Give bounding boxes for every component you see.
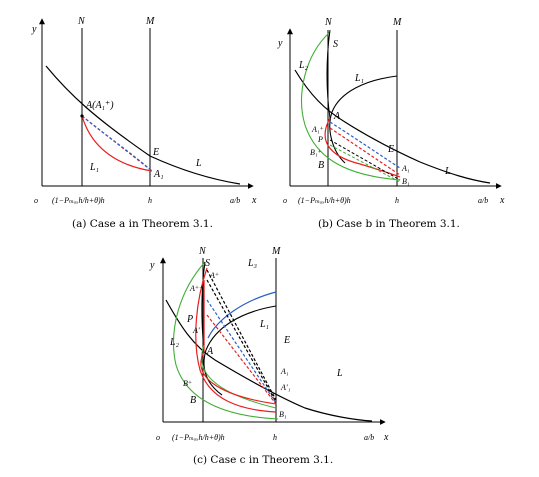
- red-dashed: [329, 127, 401, 176]
- label-a1p: A'₁: [280, 383, 291, 392]
- panel-c: y N M S A⁺ L₃ A⁺⁺ P A' L₁ L₂ E A A₁ A'₁ …: [149, 246, 389, 466]
- x-label: x: [251, 195, 257, 206]
- n-tick-label: (1−Pₘₐₓh/h+θ)h: [298, 196, 351, 205]
- caption-b: (b) Case b in Theorem 3.1.: [318, 218, 460, 230]
- label-a1: A₁: [280, 367, 289, 376]
- x-label: x: [383, 432, 389, 443]
- green-inner: [201, 344, 277, 409]
- black-dashed: [329, 139, 401, 181]
- red-dashed: [206, 314, 277, 405]
- red-inner: [200, 351, 277, 405]
- origin-label: o: [156, 433, 160, 442]
- m-label: M: [145, 16, 155, 27]
- curve-l: [165, 299, 373, 422]
- red-outer: [195, 267, 277, 413]
- label-l2: L₂: [169, 337, 180, 348]
- y-label: y: [277, 38, 283, 49]
- green-dashed: [329, 144, 401, 183]
- curve-l1-blue: [207, 291, 277, 339]
- caption-c: (c) Case c in Theorem 3.1.: [193, 454, 333, 466]
- black-dashed-2: [206, 279, 277, 403]
- label-l1: L₁: [259, 319, 269, 330]
- h-tick-label: h: [273, 433, 277, 442]
- ab-tick-label: a/b: [230, 196, 240, 205]
- label-l1: L₁: [89, 162, 99, 173]
- m-label: M: [392, 17, 402, 28]
- label-e: E: [387, 144, 394, 155]
- caption-a: (a) Case a in Theorem 3.1.: [72, 218, 213, 230]
- h-tick-label: h: [395, 196, 399, 205]
- n-label: N: [77, 16, 86, 27]
- label-l1: L₁: [354, 73, 364, 84]
- label-b: B: [318, 160, 324, 171]
- curve-l1: [329, 75, 398, 164]
- label-e: E: [152, 147, 159, 158]
- curve-l: [294, 69, 491, 184]
- y-label: y: [31, 24, 37, 35]
- ab-tick-label: a/b: [364, 433, 374, 442]
- label-s: S: [205, 258, 210, 269]
- panel-b: y N M S L₂ L₁ A A₁⁺ P B₁⁺ B E A₁ B₁ L o …: [277, 17, 505, 230]
- curve-s: [326, 29, 331, 119]
- label-bp: B⁺: [183, 379, 192, 388]
- curve-l1-red: [81, 115, 153, 172]
- label-a1: A₁: [153, 169, 164, 180]
- label-b1p: B₁⁺: [310, 148, 322, 157]
- curve-l2-green: [301, 31, 401, 181]
- label-a: A: [333, 111, 341, 122]
- origin-label: o: [283, 196, 287, 205]
- label-b: B: [190, 395, 196, 406]
- curve-l: [45, 65, 241, 185]
- red-arc: [324, 117, 401, 178]
- n-label: N: [198, 246, 207, 257]
- origin-label: o: [34, 196, 38, 205]
- label-a-prime: A': [192, 326, 200, 335]
- curve-s: [201, 261, 206, 353]
- label-p: P: [186, 314, 193, 325]
- panel-a: y N M A(A₁⁺) E A₁ L₁ L o (1−Pₘₐₓh/h+θ)h …: [31, 16, 257, 230]
- label-a1p: A₁⁺: [311, 125, 324, 134]
- m-label: M: [271, 246, 281, 257]
- dashed-blue: [81, 115, 153, 172]
- blue-dashed: [329, 121, 401, 169]
- label-s: S: [333, 39, 338, 50]
- blue-dashed: [206, 299, 277, 404]
- label-b1: B₁: [279, 410, 287, 419]
- label-e: E: [283, 335, 290, 346]
- label-app: A⁺⁺: [189, 284, 203, 293]
- y-label: y: [149, 260, 155, 271]
- label-p: P: [317, 135, 323, 144]
- label-a1: A₁: [401, 164, 410, 173]
- label-a: A: [206, 346, 214, 357]
- label-l3: L₃: [247, 258, 258, 269]
- label-l: L: [444, 166, 451, 177]
- label-l: L: [336, 368, 343, 379]
- label-ap: A⁺: [209, 271, 219, 280]
- ab-tick-label: a/b: [478, 196, 488, 205]
- black-dashed-1: [206, 269, 277, 401]
- h-tick-label: h: [148, 196, 152, 205]
- curve-l2-green: [173, 261, 279, 420]
- point-a: [80, 114, 84, 118]
- x-label: x: [499, 195, 505, 206]
- n-label: N: [324, 17, 333, 28]
- label-l2: L₂: [298, 60, 309, 71]
- label-b1: B₁: [402, 177, 410, 186]
- label-l: L: [195, 158, 202, 169]
- n-tick-label: (1−Pₘₐₓh/h+θ)h: [52, 196, 105, 205]
- n-tick-label: (1−Pₘₐₓh/h+θ)h: [172, 433, 225, 442]
- label-a: A(A₁⁺): [85, 100, 114, 111]
- curve-l1-black: [203, 305, 277, 396]
